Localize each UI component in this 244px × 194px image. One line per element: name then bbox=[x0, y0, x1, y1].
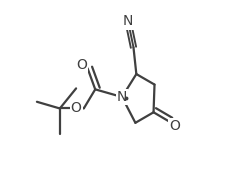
Text: N: N bbox=[117, 90, 127, 104]
Text: O: O bbox=[71, 101, 81, 115]
Text: O: O bbox=[76, 58, 87, 72]
Text: O: O bbox=[169, 119, 180, 133]
Text: N: N bbox=[122, 15, 132, 29]
